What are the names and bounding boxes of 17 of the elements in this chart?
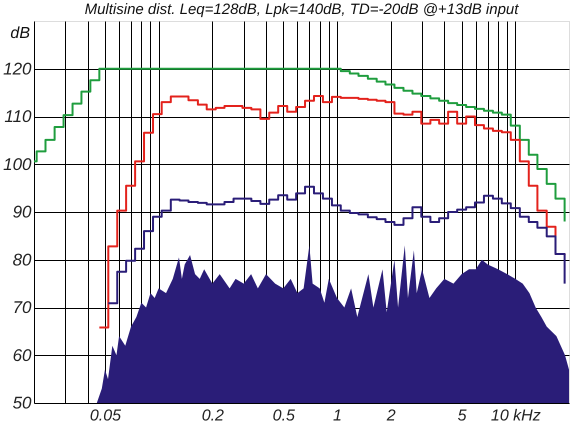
x-tick-label: 5 bbox=[458, 408, 467, 424]
x-tick-label: 1 bbox=[333, 408, 342, 424]
y-tick-label: 100 bbox=[3, 154, 32, 174]
y-tick-label: 110 bbox=[4, 107, 32, 126]
x-tick-label: 0.5 bbox=[272, 408, 296, 424]
x-tick-label: 10 kHz bbox=[490, 408, 541, 424]
y-tick-label: 120 bbox=[3, 59, 32, 78]
x-tick-label: 0.05 bbox=[90, 408, 122, 424]
y-tick-label: 80 bbox=[12, 250, 32, 270]
y-tick-label: 70 bbox=[12, 298, 32, 317]
y-tick-label: 90 bbox=[12, 202, 32, 222]
y-tick-label: 60 bbox=[12, 346, 32, 365]
y-axis-title: dB bbox=[10, 25, 30, 42]
y-tick-label: 50 bbox=[12, 394, 32, 412]
chart-title: Multisine dist. Leq=128dB, Lpk=140dB, TD=-20dB @+13dB input bbox=[84, 1, 520, 18]
x-tick-label: 0.2 bbox=[202, 408, 224, 424]
x-tick-label: 2 bbox=[386, 408, 396, 424]
